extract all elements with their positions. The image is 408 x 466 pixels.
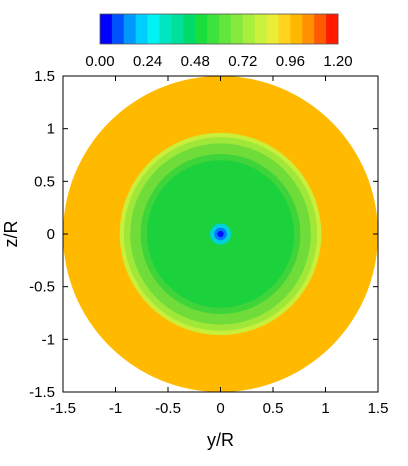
y-axis-ticks: -1.5 -1 -0.5 0 0.5 1 1.5 [29, 68, 378, 401]
colorbar-border [99, 13, 339, 45]
colorbar-swatch [183, 14, 196, 44]
colorbar-swatch [195, 14, 208, 44]
x-tick-label: 0 [216, 400, 224, 417]
colorbar-swatch [278, 14, 291, 44]
colorbar-swatch [266, 14, 279, 44]
colorbar-swatch [100, 14, 113, 44]
y-tick-label: 1.5 [34, 68, 55, 85]
field-core-2 [217, 230, 224, 238]
colorbar-tick-label: 0.96 [276, 53, 305, 70]
y-tick-label: 1 [47, 121, 55, 138]
colorbar-swatch [242, 14, 256, 44]
colorbar-tick-label: 0.00 [85, 53, 114, 70]
y-tick-label: -1 [42, 331, 55, 348]
y-tick-label: 0 [47, 226, 55, 243]
colorbar-tick-labels: 0.00 0.24 0.48 0.72 0.96 1.20 [85, 53, 352, 70]
colorbar-swatch [230, 14, 244, 44]
colorbar [99, 13, 339, 45]
colorbar-swatch [135, 14, 149, 44]
x-tick-label: -1.5 [50, 400, 76, 417]
colorbar-swatch [302, 14, 315, 44]
y-tick-label: -1.5 [29, 384, 55, 401]
colorbar-swatch [159, 14, 172, 44]
x-tick-label: -1 [109, 400, 122, 417]
x-tick-label: 1 [321, 400, 329, 417]
colorbar-swatch [326, 14, 339, 44]
colorbar-swatch [147, 14, 160, 44]
y-tick-label: -0.5 [29, 279, 55, 296]
x-tick-label: 0.5 [263, 400, 284, 417]
colorbar-tick-label: 0.48 [181, 53, 210, 70]
plot-area [63, 76, 378, 392]
colorbar-swatch [290, 14, 303, 44]
colorbar-swatch [254, 14, 268, 44]
colorbar-swatch [111, 14, 125, 44]
colorbar-swatch [219, 14, 232, 44]
colorbar-swatch [171, 14, 184, 44]
colorbar-tick-label: 1.20 [323, 53, 352, 70]
y-axis-label: z/R [1, 220, 21, 247]
x-axis-ticks: -1.5 -1 -0.5 0 0.5 1 1.5 [50, 76, 388, 417]
colorbar-tick-label: 0.72 [228, 53, 257, 70]
colorbar-tick-label: 0.24 [133, 53, 162, 70]
y-tick-label: 0.5 [34, 173, 55, 190]
colorbar-swatch [207, 14, 220, 44]
x-axis-label: y/R [207, 430, 234, 450]
colorbar-swatch [314, 14, 327, 44]
x-tick-label: -0.5 [155, 400, 181, 417]
colorbar-swatch [123, 14, 137, 44]
x-tick-label: 1.5 [368, 400, 389, 417]
